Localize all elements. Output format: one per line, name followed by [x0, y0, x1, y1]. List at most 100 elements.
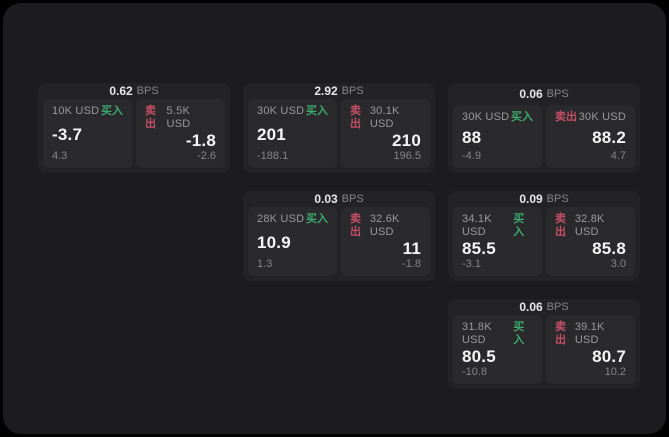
buy-delta: -188.1: [257, 150, 289, 162]
buy-delta: -3.1: [462, 258, 481, 270]
sell-amount: 30.1K USD: [369, 105, 400, 130]
sell-tag: 卖出: [350, 105, 361, 130]
sell-tag: 卖出: [145, 105, 156, 130]
buy-panel[interactable]: 10K USD 买入 -3.7 4.3: [43, 99, 132, 168]
sell-price: -1.8: [185, 131, 216, 150]
sell-panel[interactable]: 卖出 39.1K USD 80.7 10.2: [546, 315, 635, 384]
sell-amount: 30K USD: [578, 111, 626, 123]
card-header: 2.92 BPS: [248, 83, 430, 99]
sell-price: 80.7: [592, 347, 626, 366]
bps-label: BPS: [341, 85, 364, 97]
buy-panel[interactable]: 31.8K USD 买入 80.5 -10.8: [453, 315, 542, 384]
buy-tag: 买入: [306, 105, 328, 117]
buy-tag: 买入: [513, 321, 525, 346]
sell-panel[interactable]: 卖出 32.6K USD 11 -1.8: [341, 207, 430, 276]
card-body: 10K USD 买入 -3.7 4.3 卖出 5.5K USD -1.8 -2.…: [43, 99, 225, 168]
buy-panel[interactable]: 30K USD 买入 88 -4.9: [453, 105, 542, 168]
card-header: 0.03 BPS: [248, 191, 430, 207]
buy-delta: -4.9: [462, 150, 481, 162]
quote-card: 0.06 BPS 30K USD 买入 88 -4.9 卖出 30K USD 8…: [448, 83, 640, 173]
bps-label: BPS: [546, 88, 569, 100]
sell-panel-top: 卖出 32.6K USD: [350, 213, 421, 239]
buy-amount: 30K USD: [462, 111, 510, 123]
card-body: 30K USD 买入 88 -4.9 卖出 30K USD 88.2 4.7: [453, 105, 635, 168]
quote-card: 0.62 BPS 10K USD 买入 -3.7 4.3 卖出 5.5K USD…: [38, 83, 230, 173]
sell-tag: 卖出: [350, 213, 361, 238]
card-header: 0.06 BPS: [453, 299, 635, 315]
buy-tag: 买入: [511, 111, 533, 123]
sell-panel-top: 卖出 32.8K USD: [555, 213, 626, 239]
buy-panel[interactable]: 28K USD 买入 10.9 1.3: [248, 207, 337, 276]
buy-delta: 1.3: [257, 258, 273, 270]
buy-panel-top: 10K USD 买入: [52, 105, 123, 118]
bps-value: 0.06: [519, 300, 543, 314]
buy-panel-top: 34.1K USD 买入: [462, 213, 533, 239]
buy-delta: 4.3: [52, 150, 68, 162]
card-body: 31.8K USD 买入 80.5 -10.8 卖出 39.1K USD 80.…: [453, 315, 635, 384]
sell-panel-top: 卖出 39.1K USD: [555, 321, 626, 347]
sell-amount: 32.8K USD: [574, 213, 605, 238]
buy-panel[interactable]: 34.1K USD 买入 85.5 -3.1: [453, 207, 542, 276]
card-header: 0.09 BPS: [453, 191, 635, 207]
sell-amount: 39.1K USD: [574, 321, 605, 346]
card-body: 30K USD 买入 201 -188.1 卖出 30.1K USD 210 1…: [248, 99, 430, 168]
sell-tag: 卖出: [555, 111, 577, 123]
bps-value: 0.03: [314, 192, 338, 206]
bps-value: 2.92: [314, 84, 338, 98]
bps-value: 0.09: [519, 192, 543, 206]
buy-price: 10.9: [257, 232, 291, 252]
sell-panel[interactable]: 卖出 32.8K USD 85.8 3.0: [546, 207, 635, 276]
sell-panel[interactable]: 卖出 30.1K USD 210 196.5: [341, 99, 430, 168]
buy-amount: 30K USD: [257, 105, 305, 117]
buy-tag: 买入: [101, 105, 123, 117]
buy-price: 201: [257, 124, 286, 144]
sell-amount: 32.6K USD: [369, 213, 400, 238]
sell-tag: 卖出: [555, 321, 566, 346]
quote-card: 0.03 BPS 28K USD 买入 10.9 1.3 卖出 32.6K US…: [243, 191, 435, 281]
sell-delta: 3.0: [610, 258, 626, 270]
buy-price: 85.5: [462, 239, 496, 258]
buy-panel-top: 30K USD 买入: [462, 111, 533, 124]
quote-card: 0.06 BPS 31.8K USD 买入 80.5 -10.8 卖出 39.1…: [448, 299, 640, 389]
cards-grid: 0.62 BPS 10K USD 买入 -3.7 4.3 卖出 5.5K USD…: [38, 83, 640, 389]
sell-price: 11: [402, 239, 421, 258]
buy-price: 88: [462, 127, 482, 147]
bps-value: 0.62: [109, 84, 133, 98]
buy-panel[interactable]: 30K USD 买入 201 -188.1: [248, 99, 337, 168]
buy-panel-top: 28K USD 买入: [257, 213, 328, 226]
sell-delta: -2.6: [197, 150, 216, 162]
sell-panel[interactable]: 卖出 5.5K USD -1.8 -2.6: [136, 99, 225, 168]
sell-delta: 196.5: [393, 150, 421, 162]
main-panel: 0.62 BPS 10K USD 买入 -3.7 4.3 卖出 5.5K USD…: [3, 3, 666, 434]
sell-panel-top: 卖出 30.1K USD: [350, 105, 421, 131]
bps-label: BPS: [546, 193, 569, 205]
buy-price: -3.7: [52, 124, 83, 144]
sell-delta: 10.2: [604, 366, 626, 378]
sell-delta: -1.8: [402, 258, 421, 270]
buy-tag: 买入: [306, 213, 328, 225]
buy-amount: 34.1K USD: [462, 213, 492, 238]
sell-panel-top: 卖出 30K USD: [555, 111, 626, 124]
buy-delta: -10.8: [462, 366, 488, 378]
sell-delta: 4.7: [610, 150, 626, 162]
sell-amount: 5.5K USD: [166, 105, 191, 130]
bps-label: BPS: [341, 193, 364, 205]
quote-card: 0.09 BPS 34.1K USD 买入 85.5 -3.1 卖出 32.8K…: [448, 191, 640, 281]
buy-panel-top: 31.8K USD 买入: [462, 321, 533, 347]
sell-price: 210: [392, 131, 421, 150]
bps-label: BPS: [136, 85, 159, 97]
bps-value: 0.06: [519, 87, 543, 101]
card-body: 28K USD 买入 10.9 1.3 卖出 32.6K USD 11 -1.8: [248, 207, 430, 276]
buy-amount: 31.8K USD: [462, 321, 492, 346]
buy-amount: 10K USD: [52, 105, 100, 117]
card-header: 0.06 BPS: [453, 83, 635, 105]
buy-panel-top: 30K USD 买入: [257, 105, 328, 118]
buy-tag: 买入: [513, 213, 525, 238]
card-header: 0.62 BPS: [43, 83, 225, 99]
sell-panel-top: 卖出 5.5K USD: [145, 105, 216, 131]
sell-price: 88.2: [592, 127, 626, 147]
buy-amount: 28K USD: [257, 213, 305, 225]
sell-panel[interactable]: 卖出 30K USD 88.2 4.7: [546, 105, 635, 168]
sell-tag: 卖出: [555, 213, 566, 238]
